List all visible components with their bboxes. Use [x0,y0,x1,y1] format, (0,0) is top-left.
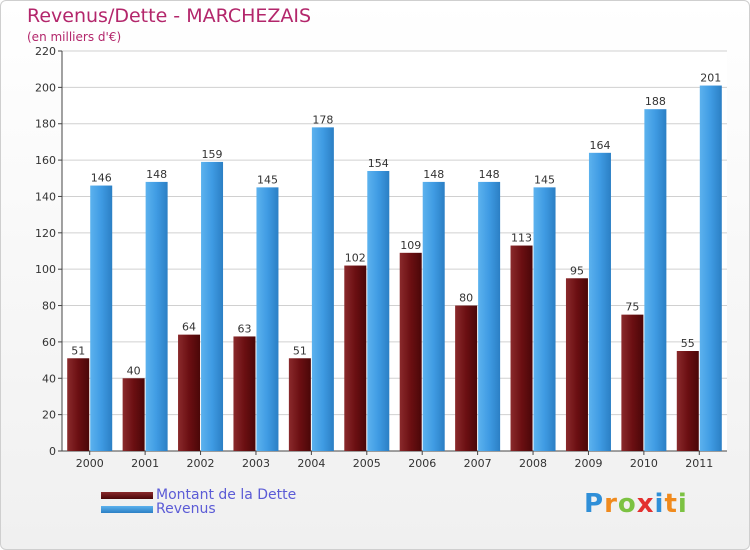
proxiti-logo: Proxiti [584,489,688,519]
x-tick-label: 2005 [353,457,381,470]
legend-label-revenus: Revenus [156,501,216,517]
legend-item-debt: Montant de la Dette [101,487,296,503]
legend-swatch-debt [101,491,153,499]
y-tick-label: 100 [35,263,56,276]
data-label-debt: 102 [345,252,366,265]
data-label-revenus: 148 [146,168,167,181]
bar-debt [510,245,533,451]
data-label-debt: 80 [459,292,473,305]
y-tick-label: 180 [35,118,56,131]
y-tick-label: 220 [35,45,56,58]
x-tick-label: 2003 [242,457,270,470]
data-label-revenus: 146 [91,172,112,185]
bar-debt [565,278,588,451]
x-tick-label: 2011 [685,457,713,470]
logo-letter: P [584,489,605,519]
logo-letter: i [677,489,688,519]
x-tick-label: 2000 [76,457,104,470]
legend-item-revenus: Revenus [101,501,216,517]
data-label-revenus: 201 [700,72,721,85]
data-label-debt: 51 [71,344,85,357]
logo-letter: r [604,489,618,519]
x-tick-label: 2009 [574,457,602,470]
logo-letter: t [664,489,678,519]
y-tick-label: 120 [35,227,56,240]
data-label-revenus: 164 [589,139,610,152]
data-label-debt: 109 [400,239,421,252]
bar-debt [288,358,311,451]
bar-revenus [311,127,334,451]
data-label-debt: 64 [182,321,196,334]
y-tick-label: 40 [42,372,56,385]
bar-debt [399,252,422,451]
bar-revenus [422,181,445,451]
bar-debt [178,334,201,451]
data-label-revenus: 159 [202,148,223,161]
bar-revenus [533,187,556,451]
x-tick-label: 2008 [519,457,547,470]
plot-area [62,51,727,451]
y-tick-label: 140 [35,190,56,203]
data-label-revenus: 154 [368,157,389,170]
x-tick-label: 2006 [408,457,436,470]
bar-revenus [699,85,722,451]
data-label-debt: 113 [511,232,532,245]
data-label-debt: 55 [681,337,695,350]
data-label-debt: 95 [570,264,584,277]
data-label-revenus: 145 [534,173,555,186]
bar-debt [233,336,256,451]
bar-debt [676,351,699,451]
x-tick-label: 2004 [297,457,325,470]
bar-revenus [644,109,667,451]
bar-revenus [201,161,224,451]
data-label-revenus: 148 [479,168,500,181]
y-tick-label: 200 [35,81,56,94]
data-label-revenus: 145 [257,173,278,186]
data-label-revenus: 188 [645,95,666,108]
bar-revenus [256,187,279,451]
bar-debt [67,358,90,451]
logo-letter: o [617,489,637,519]
logo-letter: x [636,489,655,519]
y-tick-label: 0 [49,445,56,458]
bar-debt [122,378,145,451]
data-label-debt: 75 [625,301,639,314]
x-tick-label: 2001 [131,457,159,470]
x-tick-label: 2010 [630,457,658,470]
legend-label-debt: Montant de la Dette [156,487,297,503]
logo-letter: i [654,489,665,519]
data-label-debt: 40 [127,364,141,377]
x-tick-label: 2002 [187,457,215,470]
y-tick-label: 80 [42,300,56,313]
bar-revenus [145,181,168,451]
data-label-debt: 51 [293,344,307,357]
chart-subtitle: (en milliers d'€) [27,30,122,44]
x-tick-label: 2007 [464,457,492,470]
bar-revenus [588,152,611,451]
chart-title: Revenus/Dette - MARCHEZAIS [27,5,312,27]
y-tick-label: 20 [42,409,56,422]
data-label-revenus: 148 [423,168,444,181]
bar-revenus [367,171,390,451]
bar-revenus [478,181,501,451]
data-label-debt: 63 [237,322,251,335]
data-label-revenus: 178 [312,113,333,126]
y-tick-label: 60 [42,336,56,349]
bar-debt [621,314,644,451]
bar-revenus [90,185,113,451]
bar-debt [344,265,367,451]
legend-swatch-revenus [101,505,153,513]
bar-debt [455,305,478,451]
y-tick-label: 160 [35,154,56,167]
